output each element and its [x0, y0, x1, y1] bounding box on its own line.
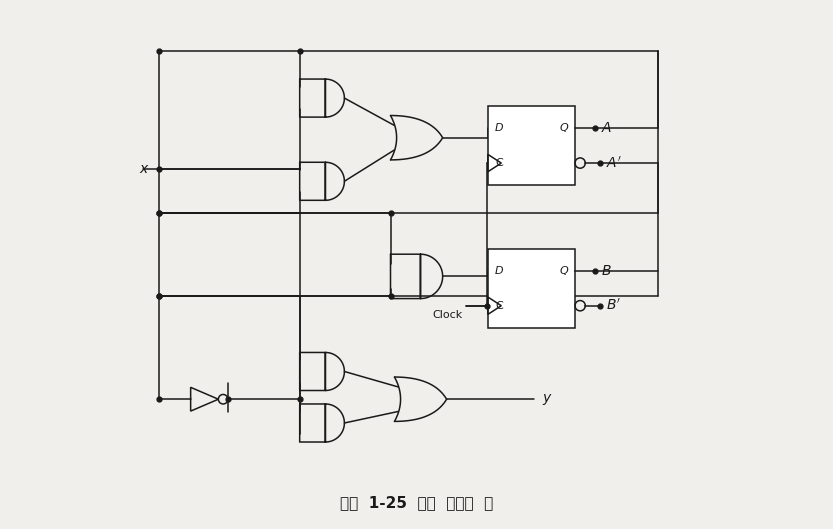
Text: $A$: $A$ — [601, 121, 612, 135]
Text: Q: Q — [559, 266, 568, 276]
Bar — [488, 106, 575, 185]
Bar — [488, 249, 575, 328]
Text: 그림  1-25  순차  회로의  예: 그림 1-25 순차 회로의 예 — [340, 495, 493, 510]
Text: $A'$: $A'$ — [606, 156, 621, 171]
Text: C: C — [495, 158, 502, 168]
Text: $B'$: $B'$ — [606, 298, 621, 313]
Text: D: D — [495, 266, 504, 276]
Text: Q: Q — [559, 123, 568, 133]
Text: $B$: $B$ — [601, 264, 611, 278]
Text: C: C — [495, 300, 502, 311]
Text: $y$: $y$ — [541, 391, 552, 407]
Text: D: D — [495, 123, 504, 133]
Text: $x$: $x$ — [139, 162, 149, 176]
Text: Clock: Clock — [432, 310, 462, 320]
